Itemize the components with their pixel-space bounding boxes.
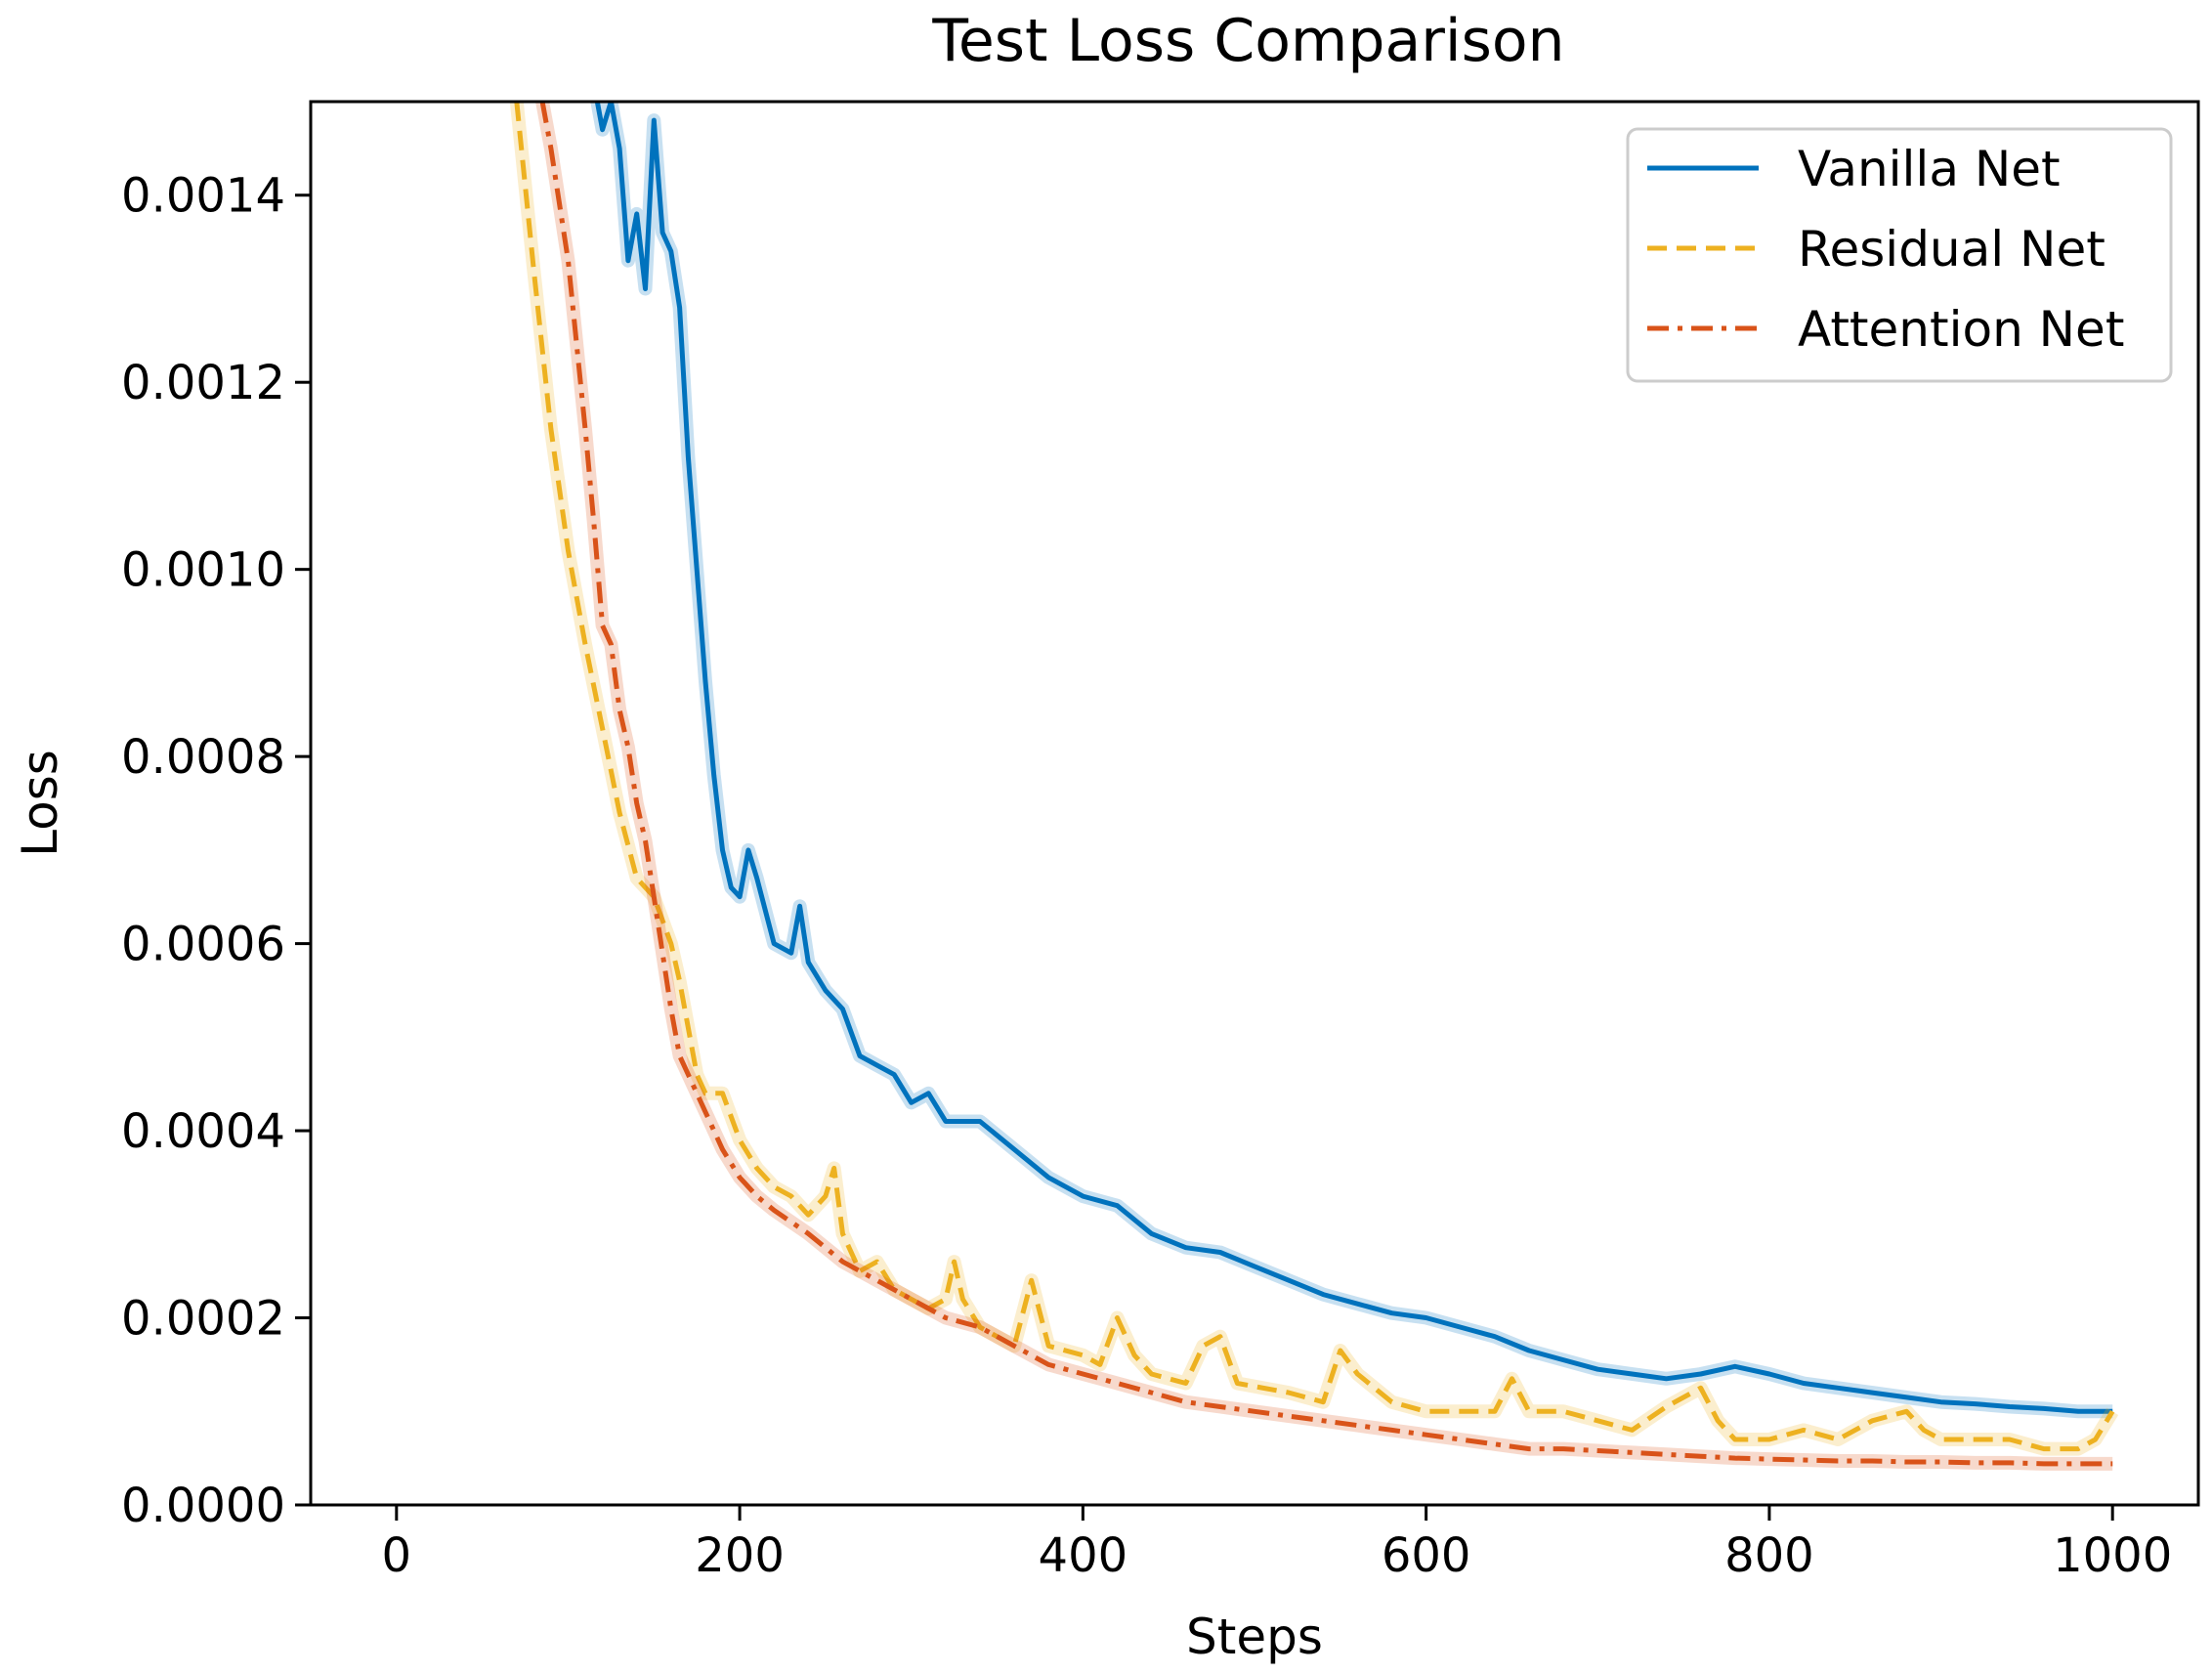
y-tick-label: 0.0012 <box>121 356 285 410</box>
y-tick-label: 0.0010 <box>121 543 285 598</box>
x-tick-label: 1000 <box>2053 1528 2172 1583</box>
x-tick-label: 400 <box>1039 1528 1128 1583</box>
series-line-residual-net <box>514 102 2115 1452</box>
y-axis-title: Loss <box>12 750 68 857</box>
legend-label: Vanilla Net <box>1798 141 2061 197</box>
legend-label: Residual Net <box>1798 221 2106 278</box>
y-tick-label: 0.0002 <box>121 1292 285 1347</box>
y-tick-label: 0.0014 <box>121 169 285 224</box>
y-tick-label: 0.0000 <box>121 1479 285 1533</box>
x-axis-title: Steps <box>1186 1609 1323 1665</box>
legend-label: Attention Net <box>1798 301 2124 358</box>
y-tick-label: 0.0008 <box>121 730 285 785</box>
y-tick-label: 0.0004 <box>121 1104 285 1159</box>
plot-frame <box>309 100 2200 1507</box>
legend-box <box>1626 127 2173 383</box>
y-tick-label: 0.0006 <box>121 918 285 972</box>
series-line-attention-net <box>539 102 2113 1467</box>
x-axis: 0 200 400 600 800 1000 <box>382 1505 2172 1583</box>
series-line-vanilla-net <box>594 102 2113 1414</box>
legend: Vanilla Net Residual Net Attention Net <box>1626 127 2173 383</box>
series-layer <box>509 102 2119 1471</box>
chart-title: Test Loss Comparison <box>931 7 1564 75</box>
x-tick-label: 200 <box>695 1528 785 1583</box>
y-axis: 0.0000 0.0002 0.0004 0.0006 0.0008 0.0010 0.00… <box>121 169 311 1533</box>
x-tick-label: 600 <box>1382 1528 1471 1583</box>
x-tick-label: 800 <box>1724 1528 1814 1583</box>
x-tick-label: 0 <box>382 1528 412 1583</box>
